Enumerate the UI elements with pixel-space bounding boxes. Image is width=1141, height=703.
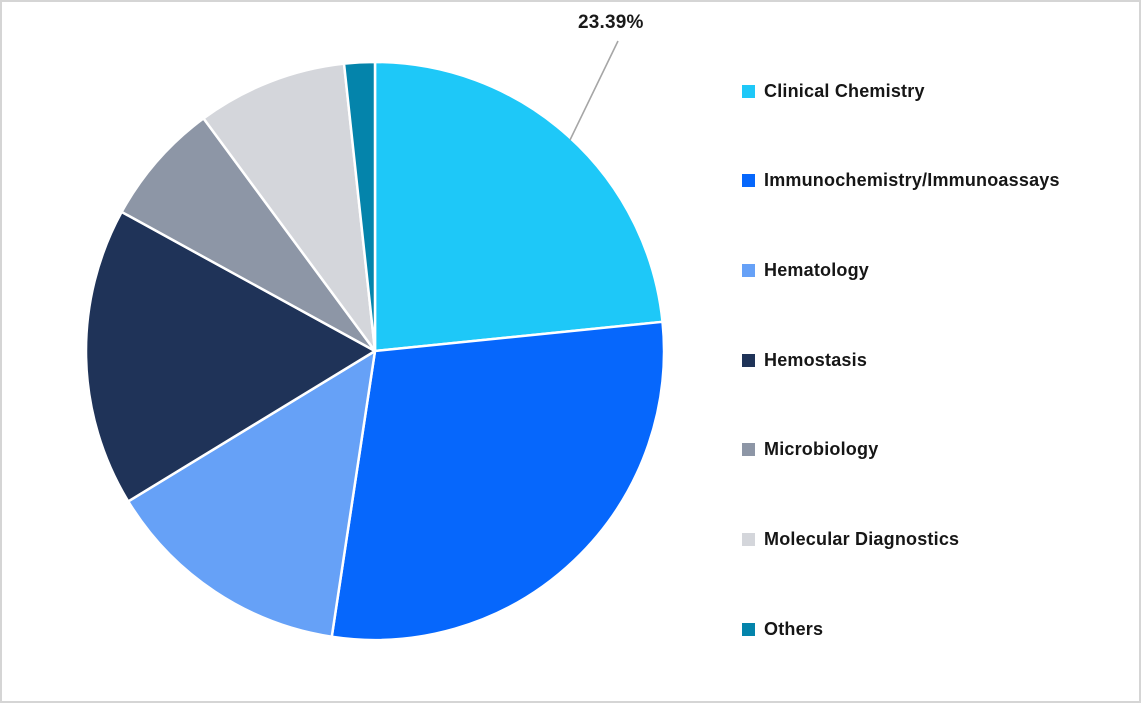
data-label-clinical-chemistry: 23.39% — [578, 12, 644, 33]
legend-swatch-microbiology — [742, 443, 755, 457]
pie-slice-hematology — [126, 349, 377, 638]
legend: Clinical Chemistry Immunochemistry/Immun… — [742, 80, 1060, 640]
legend-swatch-clinical-chemistry — [742, 84, 755, 98]
legend-label: Immunochemistry/Immunoassays — [764, 170, 1060, 191]
legend-swatch-hemostasis — [742, 353, 755, 367]
legend-item-molecular-diagnostics: Molecular Diagnostics — [742, 528, 1060, 550]
legend-swatch-hematology — [742, 263, 755, 277]
legend-item-immunochemistry-immunoassays: Immunochemistry/Immunoassays — [742, 170, 1060, 192]
pie-slice-others — [342, 60, 377, 353]
pie-slice-immunochemistry-immunoassays — [330, 320, 666, 642]
legend-label: Clinical Chemistry — [764, 80, 925, 101]
pie-chart — [84, 40, 666, 642]
legend-label: Others — [764, 618, 824, 639]
legend-item-others: Others — [742, 618, 1060, 640]
legend-item-clinical-chemistry: Clinical Chemistry — [742, 80, 1060, 102]
legend-item-hematology: Hematology — [742, 259, 1060, 281]
legend-item-hemostasis: Hemostasis — [742, 349, 1060, 371]
pie-slice-microbiology — [120, 117, 377, 353]
legend-label: Hematology — [764, 259, 870, 280]
legend-swatch-immunochemistry-immunoassays — [742, 174, 755, 188]
legend-label: Molecular Diagnostics — [764, 528, 960, 549]
pie-slice-molecular-diagnostics — [202, 62, 377, 353]
legend-label: Hemostasis — [764, 349, 868, 370]
pie-slice-clinical-chemistry — [373, 60, 664, 353]
pie-slice-hemostasis — [84, 210, 377, 503]
legend-item-microbiology: Microbiology — [742, 439, 1060, 461]
legend-label: Microbiology — [764, 439, 879, 460]
callout-leader-line — [569, 40, 619, 141]
legend-swatch-molecular-diagnostics — [742, 532, 755, 546]
legend-swatch-others — [742, 622, 755, 636]
